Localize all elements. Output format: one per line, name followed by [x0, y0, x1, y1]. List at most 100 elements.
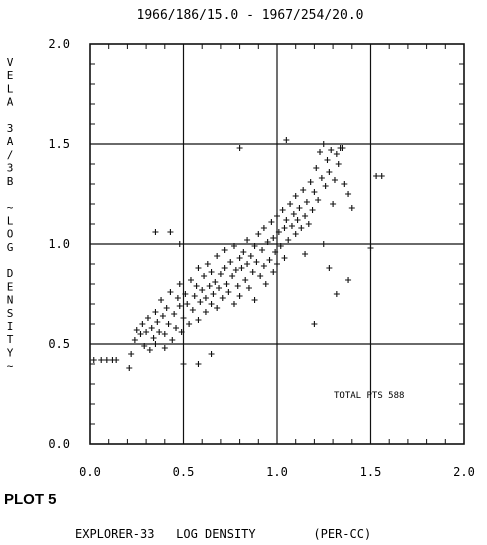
data-point	[259, 247, 266, 253]
data-point	[191, 293, 198, 299]
data-point	[126, 365, 133, 371]
x-tick-label: 0.5	[173, 465, 195, 479]
data-point	[262, 281, 269, 287]
data-point	[141, 343, 148, 349]
data-point	[143, 329, 150, 335]
data-point	[330, 201, 337, 207]
data-point	[208, 301, 215, 307]
data-point	[298, 225, 305, 231]
data-point	[249, 269, 256, 275]
data-point	[294, 217, 301, 223]
data-point	[98, 357, 105, 363]
data-point	[167, 289, 174, 295]
data-point	[154, 319, 161, 325]
data-point	[156, 329, 163, 335]
data-point	[208, 351, 215, 357]
data-point	[331, 177, 338, 183]
data-point	[266, 257, 273, 263]
data-point	[305, 221, 312, 227]
data-point	[302, 213, 309, 219]
data-point	[281, 225, 288, 231]
data-point	[283, 137, 290, 143]
data-point	[311, 321, 318, 327]
data-point	[300, 187, 307, 193]
plot-number-label: PLOT 5	[4, 491, 57, 508]
data-point	[378, 173, 385, 179]
data-point	[326, 169, 333, 175]
data-point	[320, 141, 327, 147]
data-point	[287, 201, 294, 207]
data-point	[217, 271, 224, 277]
data-point	[236, 293, 243, 299]
data-point	[221, 265, 228, 271]
data-point	[230, 243, 237, 249]
data-point	[178, 329, 185, 335]
data-point	[253, 259, 260, 265]
data-point	[113, 357, 120, 363]
data-point	[303, 199, 310, 205]
data-point	[240, 249, 247, 255]
data-point	[214, 305, 221, 311]
data-point	[195, 317, 202, 323]
data-point	[171, 311, 178, 317]
data-point	[292, 193, 299, 199]
data-point	[313, 165, 320, 171]
data-point	[326, 265, 333, 271]
data-point	[161, 345, 168, 351]
y-tick-label: 1.5	[48, 137, 70, 151]
data-point	[285, 237, 292, 243]
data-point	[322, 183, 329, 189]
data-point	[290, 211, 297, 217]
data-point	[197, 299, 204, 305]
data-point	[159, 313, 166, 319]
data-point	[245, 285, 252, 291]
data-point	[236, 255, 243, 261]
data-point	[161, 331, 168, 337]
data-point	[139, 321, 146, 327]
data-point	[131, 337, 138, 343]
data-point	[320, 241, 327, 247]
data-point	[195, 265, 202, 271]
data-point	[311, 189, 318, 195]
data-point	[152, 309, 159, 315]
data-point	[128, 351, 135, 357]
data-point	[270, 269, 277, 275]
data-point	[255, 231, 262, 237]
data-point	[236, 145, 243, 151]
data-point	[204, 261, 211, 267]
data-point	[324, 157, 331, 163]
data-point	[221, 247, 228, 253]
data-points	[90, 137, 385, 371]
data-point	[281, 255, 288, 261]
data-point	[373, 173, 380, 179]
x-tick-label: 0.0	[79, 465, 101, 479]
data-point	[341, 181, 348, 187]
data-point	[173, 325, 180, 331]
data-point	[270, 235, 277, 241]
data-point	[274, 213, 280, 219]
data-point	[244, 237, 251, 243]
data-point	[144, 315, 151, 321]
data-point	[176, 241, 183, 247]
data-point	[184, 301, 191, 307]
data-point	[225, 289, 232, 295]
data-point	[272, 249, 279, 255]
data-point	[137, 331, 144, 337]
data-point	[202, 295, 209, 301]
data-point	[216, 285, 223, 291]
data-point	[345, 277, 352, 283]
axis-ticks	[89, 43, 465, 445]
data-point	[176, 281, 183, 287]
data-point	[264, 239, 271, 245]
data-point	[244, 261, 251, 267]
data-point	[189, 307, 196, 313]
data-point	[103, 357, 110, 363]
data-point	[158, 297, 165, 303]
data-point	[367, 245, 374, 251]
data-point	[146, 347, 153, 353]
data-point	[288, 223, 295, 229]
data-point	[187, 277, 194, 283]
data-point	[302, 251, 309, 257]
